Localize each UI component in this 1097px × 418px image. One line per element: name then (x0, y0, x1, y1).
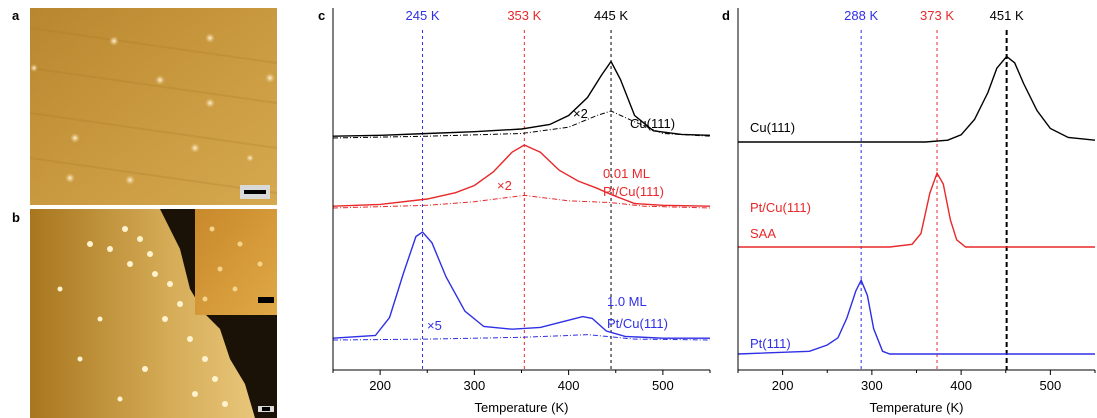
series-line-0 (738, 55, 1096, 143)
series-label-1-1: Pt/Cu(111) (603, 184, 664, 199)
series-scaled-line-2 (332, 334, 711, 341)
marker-label-451: 451 K (990, 8, 1024, 23)
x-tick-label-500: 500 (652, 378, 674, 393)
series-label-0-0: Cu(111) (750, 120, 795, 135)
panel-label-d: d (722, 8, 730, 23)
x-tick-label-300: 300 (464, 378, 486, 393)
x-tick-label-500: 500 (1040, 378, 1062, 393)
series-line-0 (332, 60, 711, 137)
series-line-2 (737, 278, 1095, 355)
series-label-0-0: Cu(111) (630, 116, 675, 131)
series-scaled-line-0 (332, 110, 711, 139)
stm-image-b (30, 209, 277, 418)
x-tick-label-200: 200 (369, 378, 391, 393)
series-scaled-line-1 (332, 194, 711, 209)
marker-label-373: 373 K (920, 8, 954, 23)
scale-factor-label-1: ×2 (497, 178, 512, 193)
series-label-1-0: Pt/Cu(111) (750, 200, 811, 215)
x-tick-label-300: 300 (861, 378, 883, 393)
tpd-chart-c: 245 K 353 K 445 K ×2 Cu(111) ×2 0.01 ML Pt/Cu(1… (332, 8, 711, 415)
x-tick-label-400: 400 (950, 378, 972, 393)
marker-label-288: 288 K (844, 8, 878, 23)
series-label-2-0: Pt(111) (750, 336, 791, 351)
panel-label-b: b (12, 210, 20, 225)
series-label-2-0: 1.0 ML (607, 294, 647, 309)
x-axis-label: Temperature (K) (475, 400, 569, 415)
panel-label-a: a (12, 8, 20, 23)
marker-label-353: 353 K (507, 8, 541, 23)
tpd-chart-d: 288 K 373 K 451 K Cu(111) Pt/Cu(111) SAA Pt(11… (737, 8, 1096, 415)
marker-label-245: 245 K (406, 8, 440, 23)
series-label-1-1: SAA (750, 226, 776, 241)
series-label-1-0: 0.01 ML (603, 166, 650, 181)
panel-label-c: c (318, 8, 326, 23)
series-line-2 (332, 231, 710, 339)
stm-image-a (30, 8, 277, 205)
series-line-1 (738, 171, 1095, 248)
scale-factor-label-2: ×5 (427, 318, 442, 333)
x-tick-label-200: 200 (772, 378, 794, 393)
marker-label-445: 445 K (594, 8, 628, 23)
scale-factor-label-0: ×2 (573, 106, 588, 121)
series-line-1 (332, 144, 711, 207)
x-tick-label-400: 400 (558, 378, 580, 393)
x-axis-label: Temperature (K) (870, 400, 964, 415)
series-label-2-1: Pt/Cu(111) (607, 316, 668, 331)
